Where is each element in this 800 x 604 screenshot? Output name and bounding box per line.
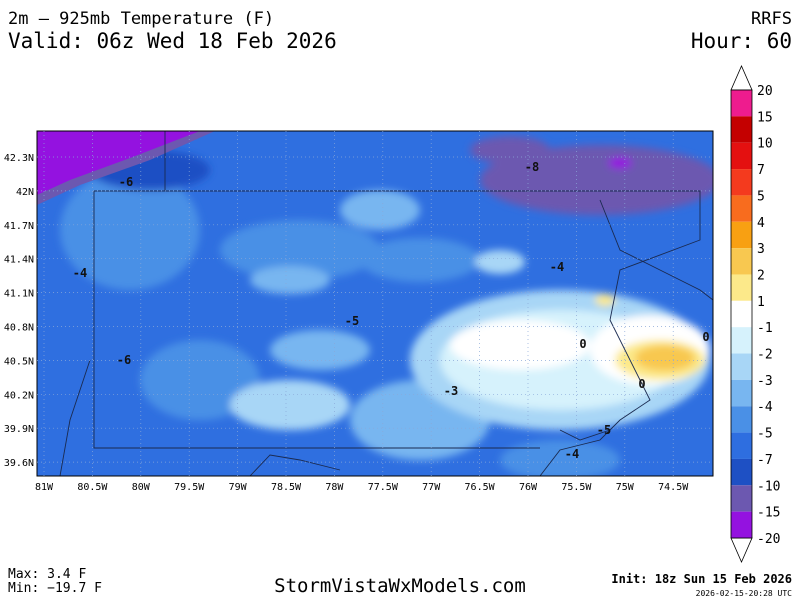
colorbar-label: 15 <box>757 110 773 125</box>
colorbar-bin <box>731 379 752 407</box>
colorbar-label: 5 <box>757 189 765 204</box>
colorbar-label: 10 <box>757 137 773 152</box>
contour-label: 0 <box>579 337 586 351</box>
title: 2m – 925mb Temperature (F) <box>8 9 274 29</box>
colorbar-label: -3 <box>757 374 773 389</box>
contour-label: -3 <box>444 384 458 398</box>
graticule <box>37 131 713 476</box>
lon-label: 81W <box>35 482 54 493</box>
contour-label: -6 <box>117 353 131 367</box>
contour-label: 0 <box>702 330 709 344</box>
lat-label: 42.3N <box>4 153 34 164</box>
lon-label: 78W <box>325 482 344 493</box>
colorbar-bin <box>731 432 752 459</box>
colorbar-label: 7 <box>757 163 765 178</box>
min-value: Min: −19.7 F <box>8 581 102 596</box>
timestamp: 2026-02-15-20:28 UTC <box>696 589 793 598</box>
colorbar-bin <box>731 221 752 249</box>
contour-label: -5 <box>345 314 359 328</box>
colorbar: 20 15 10 7 5 4 3 2 1 -1 -2 -3 -4 -5 -7 -10 -15 -20 <box>730 65 780 563</box>
contour-label: -6 <box>119 175 133 189</box>
colorbar-label: 20 <box>757 84 773 99</box>
temperature-field <box>37 131 713 476</box>
lon-label: 76W <box>519 482 538 493</box>
lat-label: 41.1N <box>4 289 34 300</box>
colorbar-bin <box>731 90 752 117</box>
lon-label: 79.5W <box>174 482 205 493</box>
colorbar-bin <box>731 300 752 328</box>
colorbar-bin <box>731 458 752 486</box>
lon-label: 78.5W <box>271 482 302 493</box>
colorbar-label: -20 <box>757 532 780 547</box>
lat-label: 40.2N <box>4 390 34 401</box>
forecast-hour: Hour: 60 <box>691 29 792 53</box>
lat-label: 39.6N <box>4 458 34 469</box>
colorbar-label: 2 <box>757 268 765 283</box>
contour-label: -4 <box>550 260 564 274</box>
colorbar-bin <box>731 353 752 380</box>
lon-label: 80.5W <box>77 482 108 493</box>
colorbar-bin <box>731 406 752 433</box>
colorbar-bin <box>731 142 752 170</box>
colorbar-bin <box>731 195 752 222</box>
colorbar-label: 3 <box>757 242 765 257</box>
colorbar-label: -15 <box>757 506 780 521</box>
colorbar-label: -10 <box>757 479 780 494</box>
lat-label: 41.7N <box>4 221 34 232</box>
colorbar-bin <box>731 116 752 143</box>
model: RRFS <box>751 9 792 29</box>
lon-label: 75W <box>616 482 635 493</box>
contour-label: -4 <box>73 266 87 280</box>
colorbar-label: -4 <box>757 400 773 415</box>
lon-label: 75.5W <box>561 482 592 493</box>
lon-label: 76.5W <box>465 482 496 493</box>
colorbar-bin <box>731 511 752 538</box>
colorbar-bin <box>731 274 752 301</box>
lon-label: 74.5W <box>658 482 689 493</box>
colorbar-label: -5 <box>757 427 773 442</box>
init-time: Init: 18z Sun 15 Feb 2026 <box>611 572 792 586</box>
lon-label: 80W <box>132 482 151 493</box>
lat-label: 39.9N <box>4 424 34 435</box>
lon-label: 77.5W <box>368 482 399 493</box>
colorbar-label: 1 <box>757 295 765 310</box>
max-value: Max: 3.4 F <box>8 567 86 582</box>
contour-label: 0 <box>638 377 645 391</box>
colorbar-bin <box>731 327 752 354</box>
lat-label: 41.4N <box>4 255 34 266</box>
lon-label: 79W <box>229 482 248 493</box>
lat-label: 40.5N <box>4 356 34 367</box>
lon-label: 77W <box>422 482 441 493</box>
colorbar-bin <box>731 169 752 196</box>
colorbar-top-arrow <box>730 65 753 91</box>
contour-label: -4 <box>565 447 579 461</box>
latitude-labels: 42.3N 42N 41.7N 41.4N 41.1N 40.8N 40.5N 40.2N 39… <box>4 153 34 469</box>
colorbar-label: 4 <box>757 216 765 231</box>
colorbar-bottom-arrow <box>730 537 753 563</box>
lat-label: 42N <box>16 187 34 198</box>
contour-labels: -8 -6 -4 -4 -5 -6 0 -3 0 0 -5 -4 <box>73 160 710 461</box>
site: StormVistaWxModels.com <box>274 575 526 597</box>
lat-label: 40.8N <box>4 323 34 334</box>
longitude-labels: 81W 80.5W 80W 79.5W 79W 78.5W 78W 77.5W 77W 76.5W… <box>35 482 689 493</box>
valid-time: Valid: 06z Wed 18 Feb 2026 <box>8 29 337 53</box>
colorbar-frame <box>730 89 753 539</box>
map-frame <box>36 130 714 477</box>
colorbar-label: -2 <box>757 348 773 363</box>
contour-label: -8 <box>525 160 539 174</box>
contour-label: -5 <box>597 423 611 437</box>
colorbar-bin <box>731 485 752 512</box>
colorbar-label: -1 <box>757 321 773 336</box>
colorbar-label: -7 <box>757 453 773 468</box>
colorbar-bin <box>731 248 752 275</box>
